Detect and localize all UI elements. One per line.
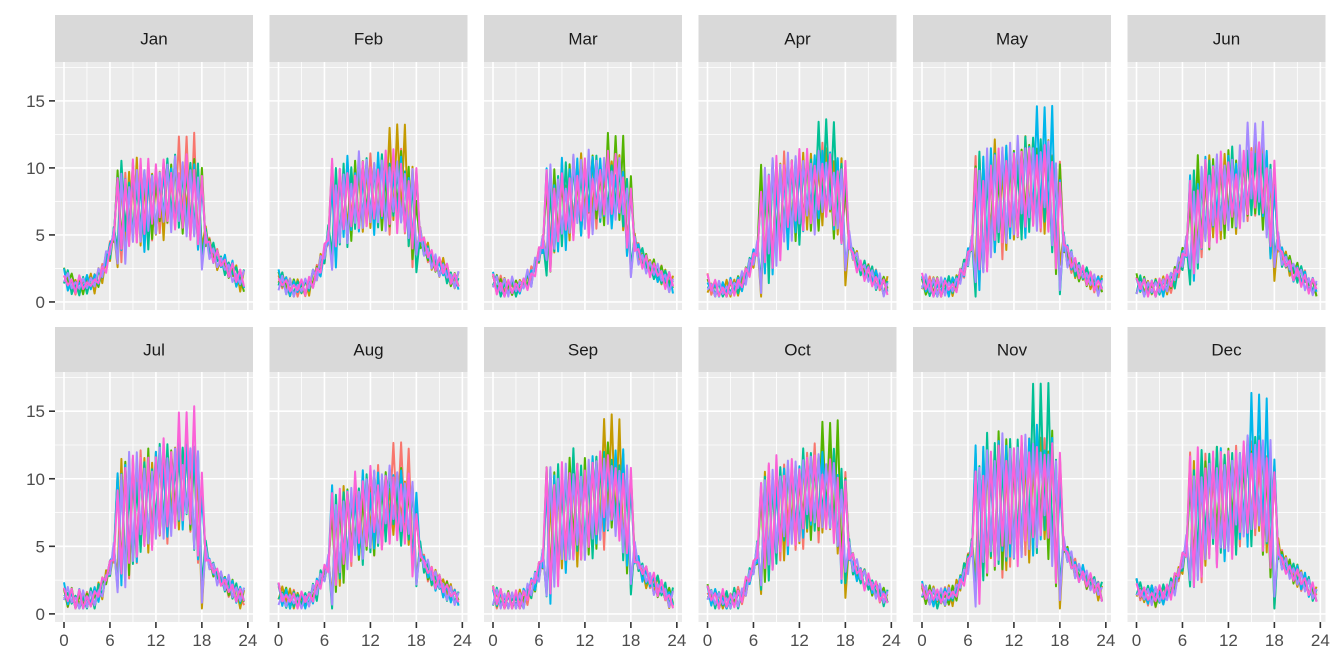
x-tick-label: 18 — [1265, 631, 1284, 650]
facet-panel-apr: Apr — [698, 15, 897, 310]
facet-panel-sep: Sep 0 6 12 18 24 — [484, 327, 686, 650]
series-line-7 — [921, 144, 1103, 298]
facet-strip-label: May — [996, 30, 1029, 49]
facet-strip-label: Nov — [997, 341, 1028, 360]
series-line-7 — [277, 464, 460, 610]
facet-strip-label: Apr — [784, 30, 811, 49]
facet-strip-label: Sep — [568, 341, 598, 360]
x-tick-label: 6 — [320, 631, 329, 650]
x-tick-label: 24 — [667, 631, 686, 650]
x-tick-label: 0 — [488, 631, 497, 650]
facet-strip-label: Aug — [353, 341, 383, 360]
facet-strip — [913, 15, 1111, 62]
facet-strip-label: Jan — [140, 30, 167, 49]
x-tick-label: 0 — [703, 631, 712, 650]
series-line-7 — [706, 454, 889, 610]
series-line-7 — [1135, 439, 1318, 603]
x-tick-label: 6 — [105, 631, 114, 650]
facet-panel-jul: Jul 0 6 12 18 24 0 5 10 15 — [26, 327, 257, 650]
y-tick-label: 15 — [26, 402, 45, 421]
x-tick-label: 18 — [192, 631, 211, 650]
facet-strip — [269, 327, 468, 372]
x-tick-label: 6 — [534, 631, 543, 650]
facet-panel-oct: Oct 0 6 12 18 24 — [698, 327, 901, 650]
series-line-7 — [63, 405, 245, 610]
facet-strip — [698, 15, 897, 62]
facet-strip — [698, 327, 897, 372]
facet-panel-dec: Dec 0 6 12 18 24 — [1127, 327, 1330, 650]
x-tick-label: 12 — [1004, 631, 1023, 650]
series-line-7 — [63, 153, 245, 294]
series-line-7 — [1135, 141, 1318, 298]
x-tick-label: 12 — [146, 631, 165, 650]
x-tick-label: 6 — [749, 631, 758, 650]
x-tick-label: 6 — [963, 631, 972, 650]
facet-strip-label: Feb — [354, 30, 383, 49]
y-tick-label: 0 — [36, 293, 45, 312]
y-tick-label: 0 — [36, 605, 45, 624]
facet-strip — [55, 327, 253, 372]
facet-panel-nov: Nov 0 6 12 18 24 — [913, 327, 1115, 650]
facet-strip-label: Jul — [143, 341, 165, 360]
x-tick-label: 12 — [1219, 631, 1238, 650]
x-tick-label: 24 — [453, 631, 472, 650]
facet-strip-label: Oct — [784, 341, 811, 360]
series-line-7 — [921, 434, 1103, 605]
facet-strip-label: Mar — [568, 30, 598, 49]
x-tick-label: 18 — [1050, 631, 1069, 650]
x-tick-label: 0 — [59, 631, 68, 650]
facet-strip-label: Dec — [1211, 341, 1242, 360]
y-tick-label: 15 — [26, 92, 45, 111]
facet-panel-feb: Feb — [269, 15, 468, 310]
facet-strip — [484, 15, 682, 62]
y-tick-label: 5 — [36, 226, 45, 245]
facet-strip — [484, 327, 682, 372]
series-line-7 — [492, 149, 674, 298]
x-tick-label: 0 — [1132, 631, 1141, 650]
y-tick-label: 10 — [26, 470, 45, 489]
facet-strip — [1127, 327, 1326, 372]
x-tick-label: 0 — [274, 631, 283, 650]
x-tick-label: 24 — [238, 631, 257, 650]
facet-strip — [55, 15, 253, 62]
facet-panel-mar: Mar — [484, 15, 682, 310]
facet-panel-jun: Jun — [1127, 15, 1326, 310]
x-tick-label: 6 — [1178, 631, 1187, 650]
series-line-7 — [277, 148, 460, 296]
x-tick-label: 18 — [836, 631, 855, 650]
x-tick-label: 24 — [1096, 631, 1115, 650]
x-tick-label: 12 — [361, 631, 380, 650]
y-tick-label: 10 — [26, 159, 45, 178]
series-line-7 — [706, 147, 889, 298]
facet-strip-label: Jun — [1213, 30, 1240, 49]
series-line-7 — [492, 450, 674, 610]
facet-panel-jan: Jan 0 5 10 15 — [26, 15, 253, 312]
x-tick-label: 24 — [882, 631, 901, 650]
facet-strip — [913, 327, 1111, 372]
x-tick-label: 18 — [621, 631, 640, 650]
x-tick-label: 0 — [917, 631, 926, 650]
facet-strip — [269, 15, 468, 62]
facet-panel-aug: Aug 0 6 12 18 24 — [269, 327, 472, 650]
x-tick-label: 24 — [1311, 631, 1330, 650]
facet-strip — [1127, 15, 1326, 62]
x-tick-label: 12 — [790, 631, 809, 650]
x-tick-label: 12 — [575, 631, 594, 650]
x-tick-label: 18 — [407, 631, 426, 650]
facet-panel-may: May — [913, 15, 1111, 310]
y-tick-label: 5 — [36, 537, 45, 556]
